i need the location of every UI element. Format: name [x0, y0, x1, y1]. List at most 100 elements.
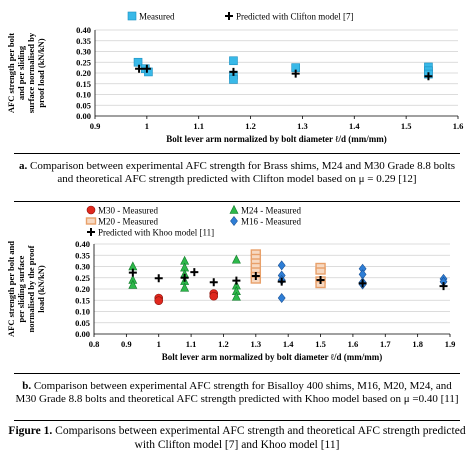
- y-tick-label: 0.05: [75, 318, 90, 328]
- x-tick-label: 1.8: [412, 339, 423, 349]
- y-axis-label-line: surface normalised by: [26, 32, 36, 113]
- x-tick-label: 1.1: [186, 339, 197, 349]
- y-axis-label-line: AFC strength per bolt and: [6, 241, 16, 337]
- point-predicted-with-khoo-model-11-: [190, 268, 199, 277]
- legend-marker-predicted-with-khoo-model-11-: [87, 228, 95, 236]
- legend-label-m24-measured: M24 - Measured: [241, 206, 301, 216]
- chart-b: 0.000.050.10 0.150.200.250.30 0.350.40 0.8 0…: [6, 204, 456, 362]
- x-tick-label: 1.9: [445, 339, 456, 349]
- y-tick-label: 0.15: [75, 295, 90, 305]
- divider-bottom-b: [14, 420, 460, 421]
- divider-bottom-a: [14, 201, 460, 202]
- point-predicted-with-clifton-model-7-: [135, 64, 144, 73]
- y-tick-label: 0.10: [75, 307, 90, 317]
- point-predicted-with-khoo-model-11-: [232, 276, 241, 285]
- x-tick-label: 1.3: [297, 121, 308, 131]
- point-predicted-with-clifton-model-7-: [229, 67, 238, 76]
- y-tick-label: 0.25: [76, 57, 91, 67]
- figure-caption-label: Figure 1.: [8, 425, 53, 437]
- x-axis-label: Bolt lever arm normalized by bolt diamet…: [166, 134, 387, 144]
- legend-marker-m16-measured: [230, 216, 238, 226]
- point-predicted-with-khoo-model-11-: [358, 279, 367, 288]
- x-axis-label: Bolt lever arm normalized by bolt diamet…: [162, 352, 383, 362]
- x-tick-label: 1.2: [218, 339, 229, 349]
- y-tick-label: 0.40: [76, 25, 91, 35]
- y-tick-label: 0.05: [76, 100, 91, 110]
- caption-b: b. Comparison between experimental AFC s…: [12, 380, 462, 406]
- y-tick-label: 0.15: [76, 79, 91, 89]
- x-tick-label: 1.7: [380, 339, 391, 349]
- x-tick-label: 0.9: [90, 121, 101, 131]
- divider-top-a: [14, 153, 460, 154]
- legend-marker-m30-measured: [86, 205, 96, 215]
- chart-a: 0.000.050.100.150.200.250.300.350.40 0.9 1…: [6, 12, 463, 145]
- y-tick-label: 0.25: [75, 273, 90, 283]
- y-axis-label-line: and per sliding: [16, 45, 26, 100]
- caption-b-label: b.: [22, 380, 32, 392]
- y-tick-label: 0.30: [75, 262, 90, 272]
- figure-caption: Figure 1. Comparisons between experiment…: [6, 424, 468, 452]
- point-predicted-with-khoo-model-11-: [439, 282, 448, 291]
- point-predicted-with-khoo-model-11-: [180, 273, 189, 282]
- x-tick-label: 1.2: [245, 121, 256, 131]
- y-tick-label: 0.35: [75, 250, 90, 260]
- figure-caption-text: Comparisons between experimental AFC str…: [55, 425, 466, 451]
- legend-marker-m24-measured: [229, 204, 239, 214]
- point-predicted-with-khoo-model-11-: [316, 276, 325, 284]
- caption-a: a. Comparison between experimental AFC s…: [12, 160, 462, 186]
- legend-marker-predicted-with-clifton-model-7-: [225, 12, 233, 20]
- legend-label-m16-measured: M16 - Measured: [241, 217, 301, 227]
- point-measured: [133, 57, 143, 67]
- point-predicted-with-khoo-model-11-: [154, 274, 163, 283]
- x-tick-label: 1.3: [251, 339, 262, 349]
- point-m30-measured: [209, 291, 219, 301]
- legend-marker-m20-measured: [85, 217, 97, 225]
- point-predicted-with-khoo-model-11-: [209, 278, 218, 287]
- legend-label-m20-measured: M20 - Measured: [98, 217, 158, 227]
- y-tick-label: 0.20: [76, 68, 91, 78]
- y-axis-label-line: per sliding surface: [16, 255, 26, 322]
- point-m16-measured: [277, 293, 286, 303]
- legend-label-m30-measured: M30 - Measured: [98, 206, 158, 216]
- caption-a-label: a.: [19, 160, 28, 172]
- point-m24-measured: [128, 279, 138, 289]
- y-tick-label: 0.10: [76, 90, 91, 100]
- point-predicted-with-clifton-model-7-: [424, 72, 433, 81]
- divider-top-b: [14, 373, 460, 374]
- point-m24-measured: [180, 282, 190, 292]
- y-tick-label: 0.30: [76, 47, 91, 57]
- point-m16-measured: [277, 260, 286, 271]
- x-tick-label: 0.9: [121, 339, 132, 349]
- y-axis-label-line: proof load (kN/kN): [36, 38, 46, 107]
- x-tick-label: 1.4: [349, 121, 360, 131]
- point-m24-measured: [231, 254, 241, 264]
- x-tick-label: 1: [157, 339, 161, 349]
- legend-label-predicted-with-khoo-model-11-: Predicted with Khoo model [11]: [98, 228, 214, 238]
- x-tick-label: 1.4: [283, 339, 294, 349]
- point-m24-measured: [231, 291, 241, 301]
- y-tick-label: 0.35: [76, 36, 91, 46]
- point-measured: [229, 75, 238, 84]
- x-tick-label: 1.5: [401, 121, 412, 131]
- y-tick-label: 0.20: [75, 284, 90, 294]
- legend-marker-measured: [127, 11, 137, 21]
- legend-label-measured: Measured: [139, 12, 175, 22]
- point-predicted-with-clifton-model-7-: [291, 69, 300, 78]
- x-tick-label: 1.6: [453, 121, 464, 131]
- y-tick-label: 0.00: [76, 111, 91, 121]
- x-tick-label: 1.6: [348, 339, 359, 349]
- point-m20-measured: [315, 267, 326, 275]
- point-predicted-with-khoo-model-11-: [277, 277, 286, 286]
- x-tick-label: 1.5: [315, 339, 326, 349]
- y-tick-label: 0.40: [75, 239, 90, 249]
- x-tick-label: 1: [145, 121, 149, 131]
- y-axis-label-line: load (kN/kN): [36, 265, 46, 313]
- point-predicted-with-khoo-model-11-: [128, 268, 137, 277]
- y-tick-label: 0.00: [75, 329, 90, 339]
- y-axis-label-line: normalised by the proof: [26, 245, 36, 332]
- x-tick-label: 0.8: [89, 339, 100, 349]
- caption-a-text: Comparison between experimental AFC stre…: [30, 160, 455, 185]
- point-m30-measured: [154, 296, 164, 306]
- point-predicted-with-khoo-model-11-: [251, 271, 260, 280]
